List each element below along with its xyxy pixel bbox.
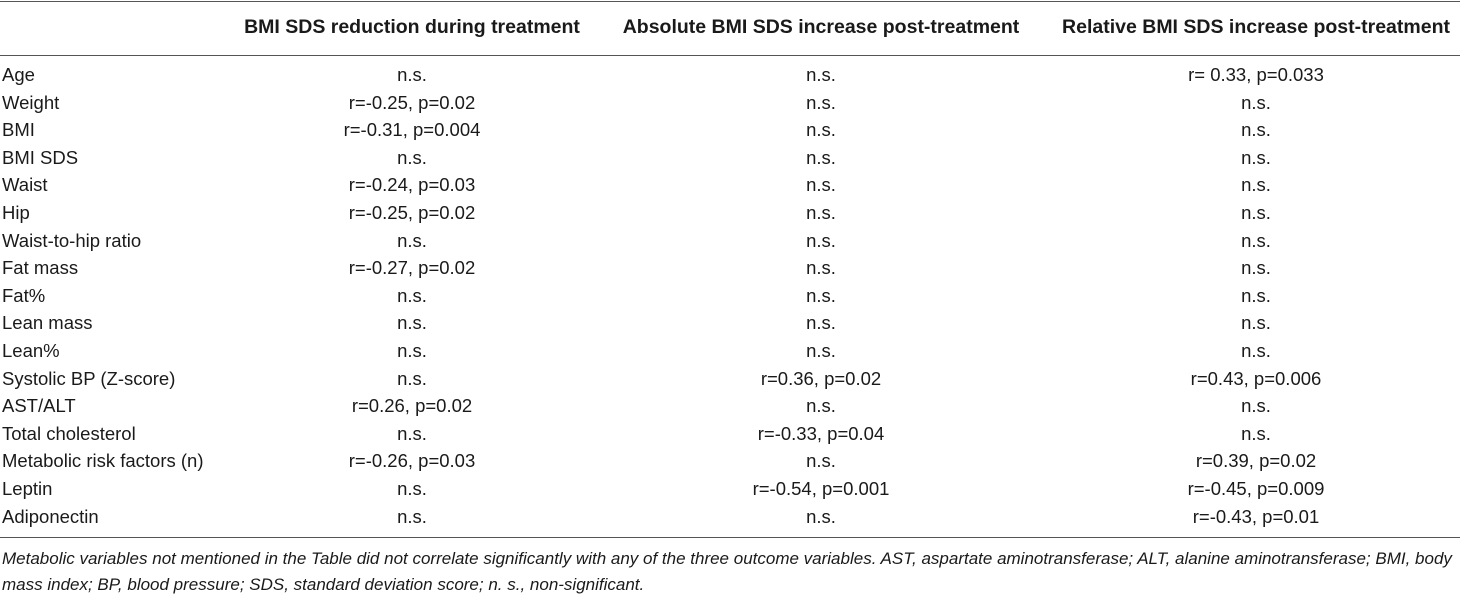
table-row: BMI SDS n.s. n.s. n.s. [0,147,1460,175]
cell-relative-increase: r=0.43, p=0.006 [1190,367,1322,389]
cell-relative-increase: n.s. [1241,146,1271,168]
row-label: Fat% [2,284,46,306]
column-header-absolute-increase: Absolute BMI SDS increase post-treatment [622,16,1020,38]
cell-relative-increase: r=0.39, p=0.02 [1195,450,1317,472]
row-label: Fat mass [2,257,79,279]
cell-relative-increase: n.s. [1241,395,1271,417]
cell-reduction: r=-0.25, p=0.02 [348,202,476,223]
row-label: BMI SDS [2,146,79,168]
cell-relative-increase: n.s. [1241,422,1271,444]
table-row: AST/ALT r=0.26, p=0.02 n.s. n.s. [0,395,1460,423]
cell-reduction: n.s. [397,64,427,85]
cell-relative-increase: n.s. [1241,284,1271,306]
cell-reduction: n.s. [397,478,427,499]
cell-absolute-increase: n.s. [806,202,836,223]
cell-relative-increase: n.s. [1241,91,1271,113]
table-row: Waist r=-0.24, p=0.03 n.s. n.s. [0,174,1460,202]
row-label: Waist-to-hip ratio [2,229,142,251]
row-label: Adiponectin [2,505,99,527]
row-label: Age [2,64,35,85]
cell-reduction: n.s. [397,284,427,306]
cell-reduction: r=-0.24, p=0.03 [348,174,476,196]
row-label: Metabolic risk factors (n) [2,450,204,472]
cell-relative-increase: n.s. [1241,340,1271,361]
cell-relative-increase: r=-0.43, p=0.01 [1192,505,1320,527]
row-label: BMI [2,119,35,141]
row-label: Leptin [2,478,53,499]
cell-absolute-increase: r=-0.54, p=0.001 [752,478,890,499]
cell-absolute-increase: n.s. [806,119,836,141]
row-label: AST/ALT [2,395,76,417]
cell-absolute-increase: n.s. [806,450,836,472]
table-row: Age n.s. n.s. r= 0.33, p=0.033 [0,64,1460,92]
cell-reduction: n.s. [397,367,427,389]
cell-absolute-increase: r=0.36, p=0.02 [760,367,882,389]
table-row: Adiponectin n.s. n.s. r=-0.43, p=0.01 [0,506,1460,534]
row-label: Lean% [2,340,60,361]
cell-absolute-increase: n.s. [806,505,836,527]
table-top-rule [0,1,1460,2]
cell-absolute-increase: n.s. [806,340,836,361]
cell-absolute-increase: n.s. [806,146,836,168]
table-row: Leptin n.s. r=-0.54, p=0.001 r=-0.45, p=0.0… [0,478,1460,506]
cell-absolute-increase: n.s. [806,64,836,85]
table-row: Lean% n.s. n.s. n.s. [0,340,1460,368]
cell-relative-increase: n.s. [1241,119,1271,141]
cell-absolute-increase: n.s. [806,395,836,417]
column-header-reduction: BMI SDS reduction during treatment [244,16,580,38]
column-header-relative-increase: Relative BMI SDS increase post-treatment [1062,16,1450,38]
row-label: Total cholesterol [2,422,136,444]
table-bottom-rule [0,537,1460,538]
cell-reduction: r=-0.27, p=0.02 [348,257,476,279]
cell-relative-increase: n.s. [1241,312,1271,334]
table-row: Metabolic risk factors (n) r=-0.26, p=0.0… [0,450,1460,478]
cell-relative-increase: r=-0.45, p=0.009 [1187,478,1325,499]
table-row: Weight r=-0.25, p=0.02 n.s. n.s. [0,92,1460,120]
table-row: Lean mass n.s. n.s. n.s. [0,312,1460,340]
row-label: Waist [2,174,48,196]
cell-reduction: n.s. [397,312,427,334]
table-row: Total cholesterol n.s. r=-0.33, p=0.04 n.s. [0,423,1460,451]
cell-absolute-increase: n.s. [806,174,836,196]
cell-reduction: r=-0.26, p=0.03 [348,450,476,472]
cell-reduction: n.s. [397,340,427,361]
cell-reduction: r=0.26, p=0.02 [351,395,473,417]
cell-relative-increase: n.s. [1241,229,1271,251]
cell-relative-increase: n.s. [1241,257,1271,279]
cell-relative-increase: n.s. [1241,202,1271,223]
cell-absolute-increase: n.s. [806,312,836,334]
cell-reduction: n.s. [397,505,427,527]
row-label: Weight [2,91,60,113]
cell-absolute-increase: n.s. [806,229,836,251]
row-label: Lean mass [2,312,93,334]
cell-absolute-increase: n.s. [806,91,836,113]
cell-relative-increase: r= 0.33, p=0.033 [1188,64,1324,85]
table-row: Systolic BP (Z-score) n.s. r=0.36, p=0.02 r… [0,368,1460,396]
cell-reduction: n.s. [397,229,427,251]
table-row: Hip r=-0.25, p=0.02 n.s. n.s. [0,202,1460,230]
cell-absolute-increase: n.s. [806,284,836,306]
cell-reduction: n.s. [397,146,427,168]
table-footnote: Metabolic variables not mentioned in the… [2,549,1452,594]
row-label: Systolic BP (Z-score) [2,367,176,389]
cell-reduction: n.s. [397,422,427,444]
table-row: Fat mass r=-0.27, p=0.02 n.s. n.s. [0,257,1460,285]
table-row: Waist-to-hip ratio n.s. n.s. n.s. [0,230,1460,258]
cell-relative-increase: n.s. [1241,174,1271,196]
cell-absolute-increase: n.s. [806,257,836,279]
header-rule [0,55,1460,56]
table-row: Fat% n.s. n.s. n.s. [0,285,1460,313]
table-row: BMI r=-0.31, p=0.004 n.s. n.s. [0,119,1460,147]
cell-absolute-increase: r=-0.33, p=0.04 [757,422,885,444]
cell-reduction: r=-0.25, p=0.02 [348,91,476,113]
cell-reduction: r=-0.31, p=0.004 [343,119,481,141]
row-label: Hip [2,202,30,223]
